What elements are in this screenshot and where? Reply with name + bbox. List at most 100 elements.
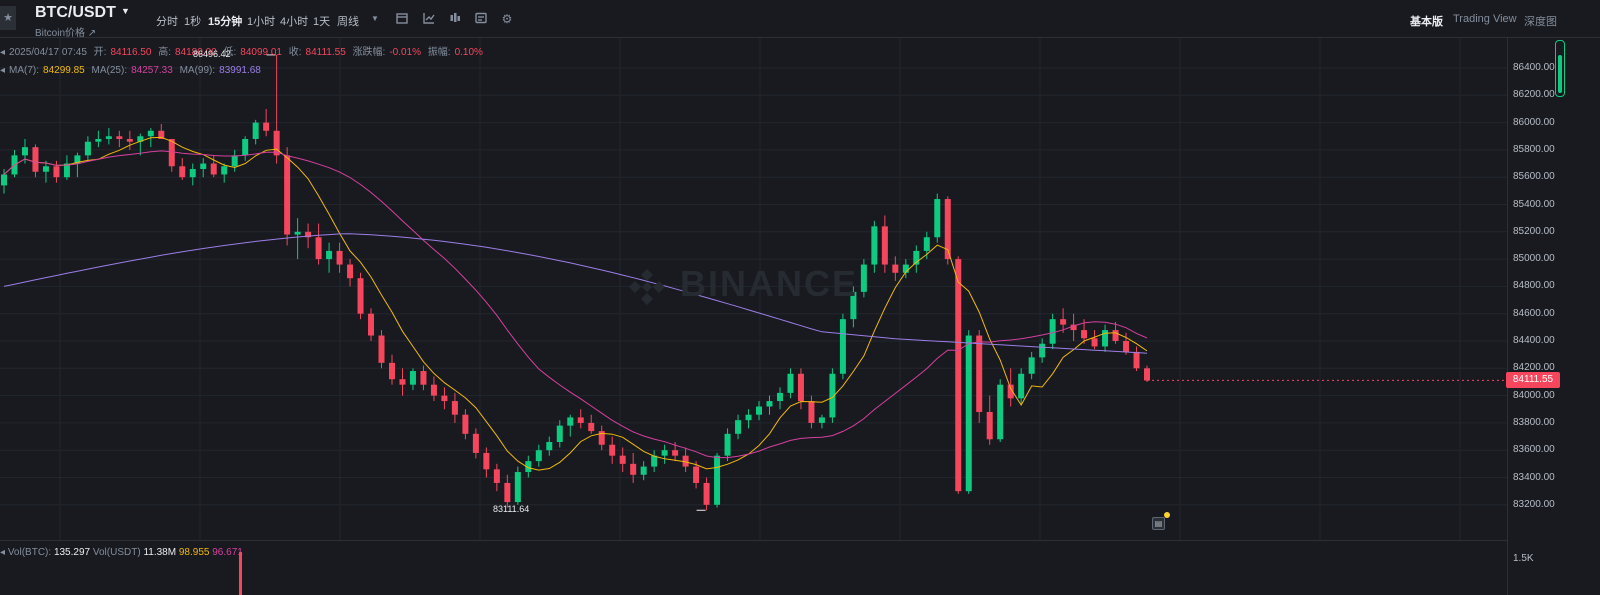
candle-body[interactable] xyxy=(965,335,972,492)
candle-body[interactable] xyxy=(116,136,123,139)
candle-body[interactable] xyxy=(829,373,836,418)
candle-body[interactable] xyxy=(672,450,679,456)
candle-body[interactable] xyxy=(955,259,962,492)
candle-body[interactable] xyxy=(1028,357,1035,374)
candle-body[interactable] xyxy=(53,166,60,178)
candle-body[interactable] xyxy=(105,136,112,139)
candle-body[interactable] xyxy=(535,450,542,462)
candle-body[interactable] xyxy=(787,373,794,393)
candle-body[interactable] xyxy=(703,482,710,505)
candle-body[interactable] xyxy=(735,420,742,434)
candle-body[interactable] xyxy=(682,455,689,467)
interval-time[interactable]: 分时 xyxy=(156,16,178,28)
candle-body[interactable] xyxy=(1018,373,1025,399)
candle-body[interactable] xyxy=(630,463,637,475)
candle-body[interactable] xyxy=(84,141,91,156)
price-axis[interactable] xyxy=(1507,38,1600,595)
candle-body[interactable] xyxy=(724,433,731,456)
candlestick-chart[interactable] xyxy=(0,38,1507,540)
interval-1d[interactable]: 1天 xyxy=(313,16,331,28)
candle-body[interactable] xyxy=(902,264,909,273)
candle-body[interactable] xyxy=(1049,319,1056,344)
scrollbar-thumb[interactable] xyxy=(1558,55,1562,93)
pair-subtitle-link[interactable]: Bitcoin价格 ↗ xyxy=(35,28,97,39)
candle-body[interactable] xyxy=(797,373,804,402)
candle-body[interactable] xyxy=(619,455,626,464)
candle-body[interactable] xyxy=(913,250,920,265)
candle-body[interactable] xyxy=(472,433,479,453)
price-scale-scrollbar[interactable] xyxy=(1555,40,1565,97)
candle-body[interactable] xyxy=(1007,384,1014,399)
candle-body[interactable] xyxy=(546,442,553,451)
candle-body[interactable] xyxy=(588,422,595,432)
interval-1h[interactable]: 1小时 xyxy=(247,16,276,28)
interval-1s[interactable]: 1秒 xyxy=(184,16,202,28)
chevron-down-icon[interactable]: ▼ xyxy=(121,6,130,16)
candle-body[interactable] xyxy=(839,319,846,374)
candle-body[interactable] xyxy=(556,425,563,443)
candle-body[interactable] xyxy=(1,174,7,186)
candle-settings-icon[interactable] xyxy=(395,12,409,26)
candle-body[interactable] xyxy=(42,166,49,172)
candle-body[interactable] xyxy=(158,130,165,139)
candle-body[interactable] xyxy=(661,450,668,456)
candle-body[interactable] xyxy=(892,264,899,273)
interval-week[interactable]: 周线 xyxy=(337,16,359,28)
candle-body[interactable] xyxy=(210,163,217,175)
candle-body[interactable] xyxy=(368,313,375,336)
candle-body[interactable] xyxy=(997,384,1004,440)
candle-body[interactable] xyxy=(609,444,616,456)
candle-body[interactable] xyxy=(200,163,207,170)
settings-icon[interactable]: ⚙ xyxy=(501,12,513,26)
candle-body[interactable] xyxy=(1144,368,1150,381)
candle-body[interactable] xyxy=(1081,330,1088,339)
chart-type-icon[interactable] xyxy=(448,12,462,26)
candle-body[interactable] xyxy=(284,155,291,235)
candle-body[interactable] xyxy=(850,291,857,320)
candle-body[interactable] xyxy=(598,431,605,445)
candle-body[interactable] xyxy=(74,155,81,164)
candle-body[interactable] xyxy=(693,466,700,483)
candle-body[interactable] xyxy=(378,335,385,363)
candle-body[interactable] xyxy=(63,163,70,178)
candle-body[interactable] xyxy=(567,417,574,426)
candle-body[interactable] xyxy=(347,264,354,279)
candle-body[interactable] xyxy=(525,461,532,473)
candle-body[interactable] xyxy=(640,466,647,475)
candle-body[interactable] xyxy=(1102,330,1109,347)
candle-body[interactable] xyxy=(976,335,983,412)
candle-body[interactable] xyxy=(1123,341,1130,352)
candle-body[interactable] xyxy=(483,452,490,470)
candle-body[interactable] xyxy=(231,155,238,167)
view-tradingview[interactable]: Trading View xyxy=(1453,13,1517,25)
candle-body[interactable] xyxy=(451,401,458,415)
candle-body[interactable] xyxy=(294,231,301,235)
candle-body[interactable] xyxy=(336,250,343,265)
candle-body[interactable] xyxy=(252,122,259,139)
candle-body[interactable] xyxy=(263,122,270,131)
candle-body[interactable] xyxy=(273,130,280,156)
candle-body[interactable] xyxy=(399,379,406,385)
candle-body[interactable] xyxy=(21,147,28,156)
candle-body[interactable] xyxy=(179,166,186,178)
candle-body[interactable] xyxy=(137,136,144,142)
candle-body[interactable] xyxy=(32,147,39,172)
candle-body[interactable] xyxy=(1039,343,1046,358)
candle-body[interactable] xyxy=(221,166,228,175)
indicator-icon[interactable] xyxy=(422,12,436,26)
pair-title[interactable]: BTC/USDT xyxy=(35,4,116,21)
candle-body[interactable] xyxy=(462,414,469,434)
interval-15m[interactable]: 15分钟 xyxy=(208,16,243,28)
candle-body[interactable] xyxy=(871,226,878,265)
candle-body[interactable] xyxy=(1070,324,1077,331)
candle-body[interactable] xyxy=(1112,330,1119,341)
candle-body[interactable] xyxy=(441,395,448,402)
candle-body[interactable] xyxy=(1133,351,1140,369)
alert-icon[interactable]: ▤ xyxy=(1152,517,1165,530)
candle-body[interactable] xyxy=(860,264,867,292)
candle-body[interactable] xyxy=(944,199,951,260)
layout-icon[interactable] xyxy=(474,12,488,26)
candle-body[interactable] xyxy=(934,199,941,238)
candle-body[interactable] xyxy=(1091,338,1098,347)
candle-body[interactable] xyxy=(430,384,437,396)
